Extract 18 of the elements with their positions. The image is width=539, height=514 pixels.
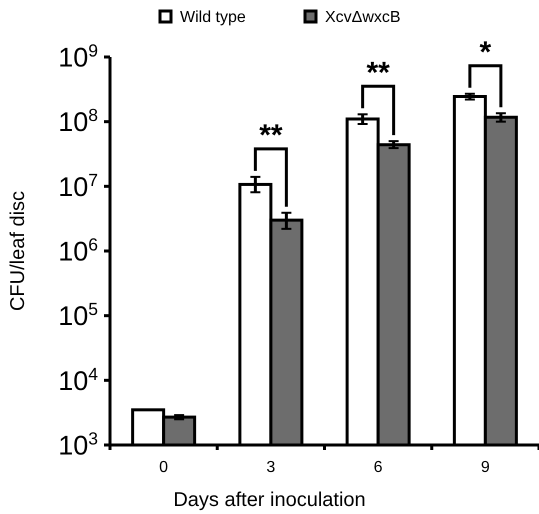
x-tick-label: 3 [266,459,276,476]
y-tick-label: 10$^{3}$ [58,428,98,460]
y-axis-title: CFU/leaf disc [7,190,29,312]
y-tick-label: 10$^{8}$ [58,105,98,138]
y-tick-label: 10$^{6}$ [58,234,98,266]
x-tick-label: 9 [480,459,490,476]
x-axis-title: Days after inoculation [173,489,366,511]
x-tick-label: 6 [374,459,383,476]
y-tick-label: 10$^{5}$ [58,299,98,332]
annotation: * [480,36,492,69]
annotation: ** [366,56,390,90]
y-tick-label: 10$^{4}$ [58,364,98,396]
y-tick-label: 10$^{9}$ [58,40,98,72]
annotation: ** [259,118,283,152]
x-tick-label: 0 [159,459,168,476]
legend-label: Wild type [180,9,246,26]
legend-label: XcvΔwxcB [325,9,401,26]
y-tick-label: 10$^{7}$ [58,170,98,202]
